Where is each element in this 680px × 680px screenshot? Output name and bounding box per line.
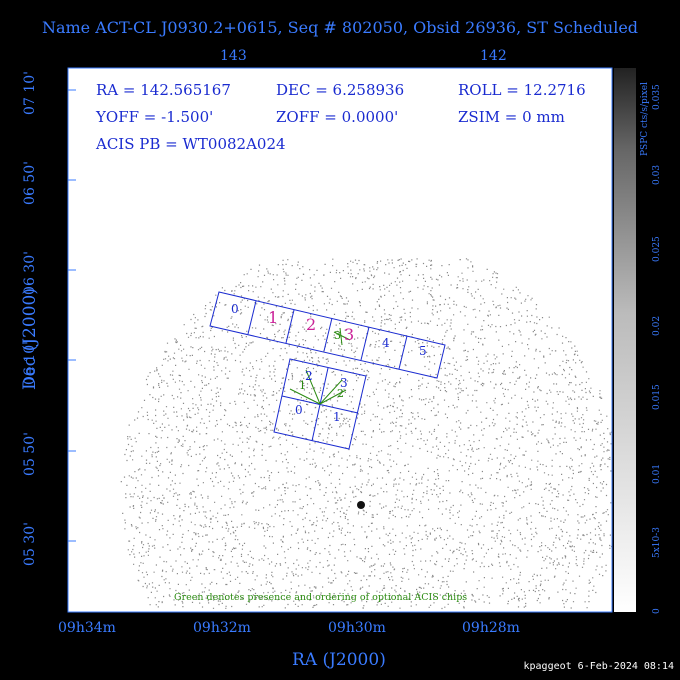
- optional-chip-line: [319, 389, 347, 405]
- colorbar-tick-3: 0.02: [652, 315, 662, 336]
- acis-s-divider: [323, 317, 333, 352]
- info-ra: RA = 142.565167: [96, 81, 231, 99]
- left-tick-0630: 06 30': [22, 251, 38, 295]
- info-zsim: ZSIM = 0 mm: [458, 108, 565, 126]
- left-tick-0710: 07 10': [22, 71, 38, 115]
- acis-s-chip-3: 3: [344, 325, 355, 344]
- acis-s-chip-5: 5: [419, 344, 427, 358]
- optional-chips-note: Green denotes presence and ordering of o…: [174, 592, 468, 603]
- bottom-tick-0930: 09h30m: [328, 620, 386, 636]
- plot-frame: [67, 67, 613, 613]
- colorbar-tick-5: 0.01: [652, 463, 662, 484]
- acis-s-divider: [398, 335, 408, 370]
- bottom-tick-0932: 09h32m: [193, 620, 251, 636]
- optional-chip-line: [339, 327, 343, 346]
- left-tick-0610: 06 10': [22, 341, 38, 385]
- acis-i-chip-2: 2: [305, 369, 313, 383]
- colorbar: [614, 68, 636, 612]
- optional-label-2: 2: [337, 387, 344, 400]
- colorbar-label: PSPC cts/s/pixel: [640, 82, 650, 156]
- acis-i-array: [273, 358, 367, 450]
- optional-chip-line: [333, 331, 351, 341]
- acis-s-chip-0: 0: [231, 302, 239, 316]
- acis-s-chip-4: 4: [382, 336, 390, 350]
- y-tick-marks: [68, 89, 76, 542]
- acis-i-chip-3: 3: [340, 376, 348, 390]
- colorbar-tick-4: 0.015: [652, 384, 662, 410]
- acis-s-chip-1: 1: [268, 308, 279, 327]
- sky-map: [68, 68, 612, 612]
- colorbar-tick-2: 0.025: [652, 236, 662, 262]
- info-zoff: ZOFF = 0.0000': [276, 108, 399, 126]
- info-dec: DEC = 6.258936: [276, 81, 405, 99]
- colorbar-tick-6: 5x10-3: [652, 526, 662, 558]
- acis-s-chip-2: 2: [306, 315, 317, 334]
- bright-source: [357, 501, 365, 509]
- info-roll: ROLL = 12.2716: [458, 81, 586, 99]
- left-tick-0550: 05 50': [22, 432, 38, 476]
- info-yoff: YOFF = -1.500': [96, 108, 214, 126]
- info-acis: ACIS PB = WT0082A024: [96, 135, 286, 153]
- x-axis-label: RA (J2000): [292, 650, 386, 670]
- optional-chip-line: [305, 369, 321, 405]
- acis-s-divider: [360, 326, 370, 361]
- optional-label-1: 1: [299, 379, 306, 392]
- acis-s-outline: [209, 291, 446, 379]
- bottom-tick-0934: 09h34m: [58, 620, 116, 636]
- field-svg: [120, 258, 612, 610]
- footer-stamp: kpaggeot 6-Feb-2024 08:14: [523, 661, 674, 672]
- left-tick-0650: 06 50': [22, 161, 38, 205]
- colorbar-tick-7: 0: [652, 608, 662, 614]
- colorbar-tick-1: 0.03: [652, 164, 662, 185]
- optional-chip-line: [289, 388, 321, 405]
- acis-s-divider: [247, 300, 257, 335]
- top-tick-142: 142: [480, 48, 507, 64]
- bottom-tick-0928: 09h28m: [462, 620, 520, 636]
- acis-i-chip-1: 1: [333, 410, 341, 424]
- colorbar-tick-0: 0.035: [652, 84, 662, 110]
- optional-label-3: 3: [334, 329, 341, 342]
- top-tick-143: 143: [220, 48, 247, 64]
- acis-s-array: [209, 291, 446, 379]
- left-tick-0530: 05 30': [22, 522, 38, 566]
- acis-s-divider: [285, 309, 295, 344]
- optional-chip-line: [319, 379, 343, 405]
- acis-i-outline: [273, 358, 367, 450]
- acis-i-chip-0: 0: [295, 403, 303, 417]
- optional-chip-markers: [289, 327, 351, 405]
- acis-i-divider: [281, 395, 359, 414]
- plot-title: Name ACT-CL J0930.2+0615, Seq # 802050, …: [41, 18, 639, 37]
